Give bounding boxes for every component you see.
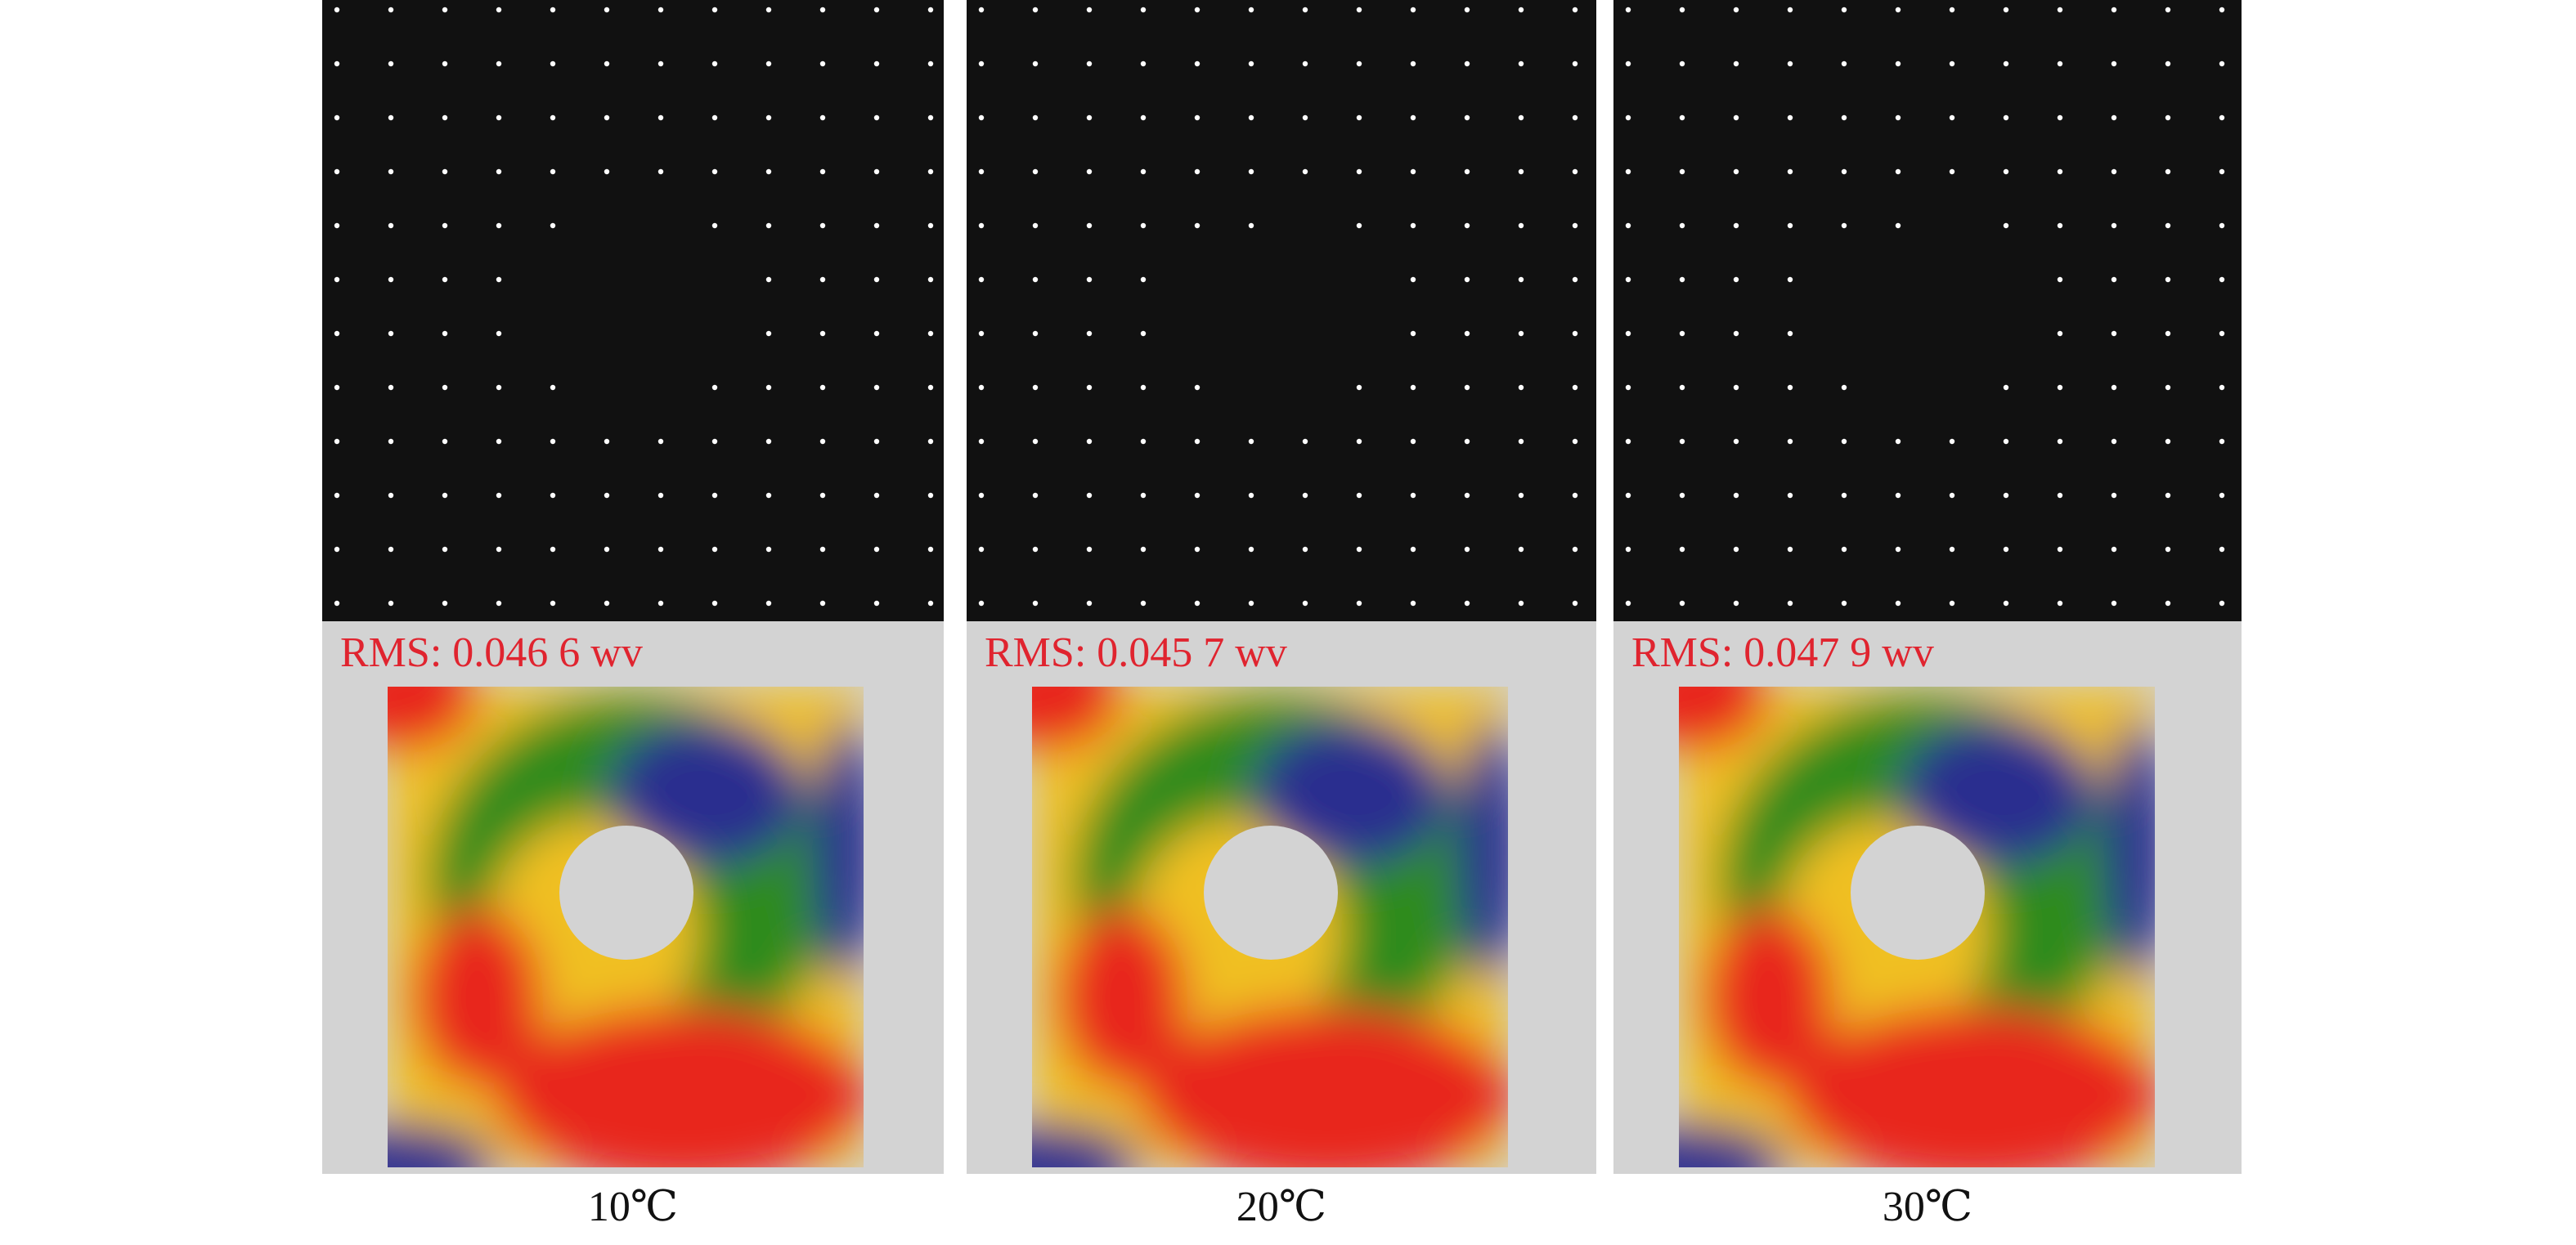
temperature-label: 10℃: [587, 1184, 679, 1230]
spot-array-image: [1613, 0, 2242, 621]
wavefront-box: RMS: 0.046 6 wv: [322, 621, 944, 1174]
rms-label: RMS: 0.045 7 wv: [985, 629, 1287, 676]
wavefront-map: [388, 687, 864, 1167]
temperature-label: 30℃: [1882, 1184, 1973, 1230]
spot-array-image: [967, 0, 1596, 621]
wavefront-box: RMS: 0.045 7 wv: [967, 621, 1596, 1174]
wavefront-map: [1032, 687, 1508, 1167]
spot-array-image: [322, 0, 944, 621]
rms-label: RMS: 0.047 9 wv: [1631, 629, 1934, 676]
wavefront-map: [1679, 687, 2155, 1167]
rms-label: RMS: 0.046 6 wv: [340, 629, 643, 676]
wavefront-box: RMS: 0.047 9 wv: [1613, 621, 2242, 1174]
temperature-label: 20℃: [1236, 1184, 1327, 1230]
